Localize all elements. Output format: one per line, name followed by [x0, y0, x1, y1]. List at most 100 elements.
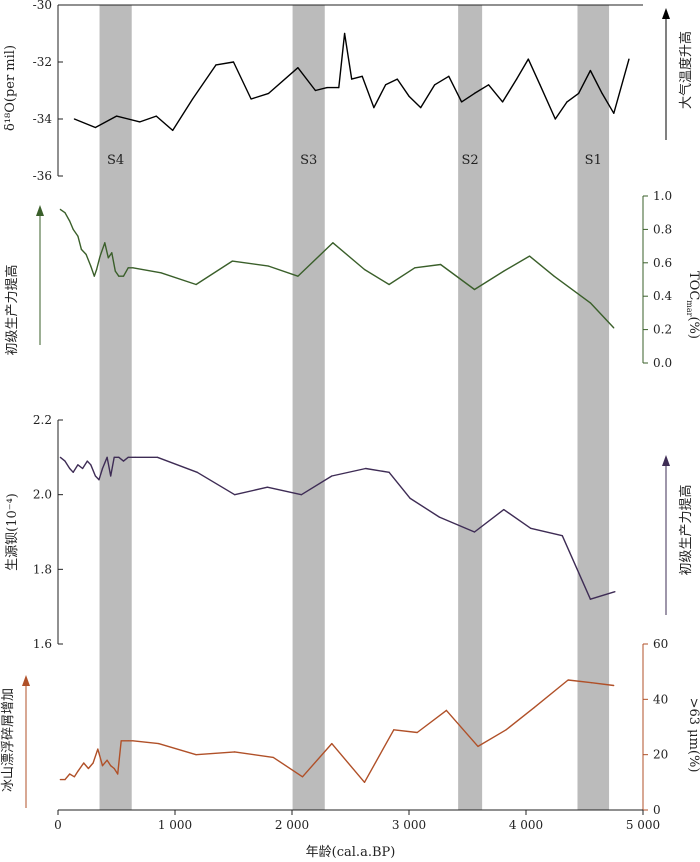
data-point-coarse: [590, 682, 593, 684]
data-point-coarse: [477, 745, 479, 747]
y-tick-label-d18o: -30: [33, 0, 52, 12]
data-point-coarse: [120, 740, 122, 742]
data-point-coarse: [106, 759, 108, 761]
data-point-d18o: [589, 69, 591, 72]
series-line-bio-ba: [59, 456, 616, 600]
data-point-coarse: [416, 731, 418, 734]
data-point-bio-ba: [156, 456, 159, 458]
data-point-toc: [127, 267, 129, 269]
data-point-coarse: [301, 776, 304, 778]
panel-d18o: -30 -32 -34 -36 δ¹⁸O(per mil) 大气温度升高: [3, 0, 694, 183]
data-point-bio-ba: [98, 479, 100, 481]
data-point-toc: [132, 267, 134, 269]
y-axis-label-text-coarse: >63 μm(%): [686, 698, 700, 773]
y-tick-label-d18o: -36: [33, 169, 52, 183]
data-point-d18o: [268, 92, 270, 94]
y-tick-label-coarse: 60: [653, 637, 668, 651]
data-point-d18o: [191, 98, 194, 100]
x-tick-label: 5 000: [626, 818, 660, 832]
data-point-toc: [553, 275, 555, 277]
data-point-toc: [64, 212, 66, 214]
data-point-coarse: [363, 781, 366, 783]
data-point-bio-ba: [561, 535, 563, 537]
data-point-coarse: [110, 765, 112, 767]
y-axis-label-d18o: δ¹⁸O(per mil): [3, 45, 18, 131]
data-point-coarse: [158, 743, 160, 745]
data-point-d18o: [155, 115, 157, 117]
data-point-bio-ba: [77, 464, 79, 466]
data-point-toc: [77, 235, 79, 237]
data-point-bio-ba: [113, 456, 115, 458]
data-point-d18o: [408, 95, 410, 97]
data-point-bio-ba: [72, 471, 74, 473]
data-point-bio-ba: [196, 471, 198, 473]
data-point-d18o: [351, 78, 353, 80]
y-tick-label-bio-ba: 2.2: [33, 413, 52, 427]
data-point-toc: [96, 268, 98, 271]
data-point-bio-ba: [106, 456, 108, 458]
data-point-coarse: [77, 770, 79, 772]
data-point-coarse: [613, 684, 615, 687]
data-point-d18o: [539, 84, 541, 86]
data-point-bio-ba: [473, 531, 476, 533]
arrow-head-icon-bio-ba: [662, 455, 670, 466]
data-point-d18o: [434, 84, 436, 86]
data-point-toc: [72, 228, 74, 230]
data-point-toc: [111, 252, 113, 254]
x-tick-label: 4 000: [509, 818, 543, 832]
y-axis-label-coarse: >63 μm(%): [686, 698, 700, 773]
data-point-coarse: [567, 679, 569, 681]
data-point-d18o: [344, 32, 346, 35]
y-axis-label-text-bio-ba: 生源钡(10⁻⁴): [5, 493, 20, 571]
x-tick-label: 0: [54, 818, 62, 832]
data-point-d18o: [473, 92, 476, 94]
data-point-toc: [231, 260, 233, 262]
y-tick-label-d18o: -34: [33, 112, 53, 126]
data-point-toc: [503, 270, 505, 272]
data-point-d18o: [373, 107, 375, 109]
data-point-toc: [473, 288, 476, 291]
series-line-coarse: [60, 679, 614, 783]
data-point-coarse: [132, 740, 134, 742]
x-tick-label: 3 000: [392, 818, 426, 832]
y-tick-label-coarse: 20: [653, 748, 668, 762]
data-point-d18o: [461, 101, 463, 103]
y-tick-label-bio-ba: 2.0: [33, 488, 52, 502]
data-point-toc: [528, 255, 531, 257]
data-point-coarse: [101, 765, 104, 767]
data-point-bio-ba: [503, 509, 505, 511]
data-point-d18o: [215, 64, 217, 66]
y-tick-label-d18o: -32: [33, 55, 52, 69]
data-point-bio-ba: [300, 494, 302, 496]
direction-label-coarse: 冰山漂浮碎屑增加: [0, 688, 16, 792]
panel-coarse: 0 20 40 60 >63 μm(%) 冰山漂浮碎屑增加: [0, 637, 700, 817]
data-point-toc: [69, 220, 71, 222]
data-point-d18o: [628, 58, 630, 60]
data-point-coarse: [505, 729, 507, 731]
data-point-toc: [414, 267, 416, 269]
data-point-d18o: [115, 115, 118, 117]
data-point-d18o: [232, 61, 235, 63]
data-point-bio-ba: [614, 591, 616, 593]
data-point-bio-ba: [64, 460, 66, 462]
y-axis-label-sub-toc: mar: [685, 300, 694, 316]
arrow-head-icon-d18o: [662, 8, 670, 19]
data-point-coarse: [97, 748, 99, 750]
data-point-bio-ba: [86, 460, 88, 462]
data-point-coarse: [234, 751, 236, 753]
data-point-d18o: [566, 101, 568, 103]
data-point-bio-ba: [122, 460, 125, 462]
data-point-d18o: [516, 78, 518, 80]
band-label-s4: S4: [107, 153, 124, 168]
data-point-toc: [268, 265, 270, 267]
shaded-band-s2: [458, 5, 483, 810]
data-point-d18o: [297, 67, 299, 69]
data-point-coarse: [87, 767, 90, 770]
shaded-band-s3: [292, 5, 325, 810]
shaded-band-s4: [99, 5, 132, 810]
data-point-toc: [59, 208, 61, 210]
chart-panels: -30 -32 -34 -36 δ¹⁸O(per mil) 大气温度升高 0.0 0.2 0.4…: [0, 0, 700, 817]
data-point-coarse: [195, 754, 197, 756]
data-point-bio-ba: [134, 456, 136, 458]
data-point-bio-ba: [438, 516, 441, 518]
